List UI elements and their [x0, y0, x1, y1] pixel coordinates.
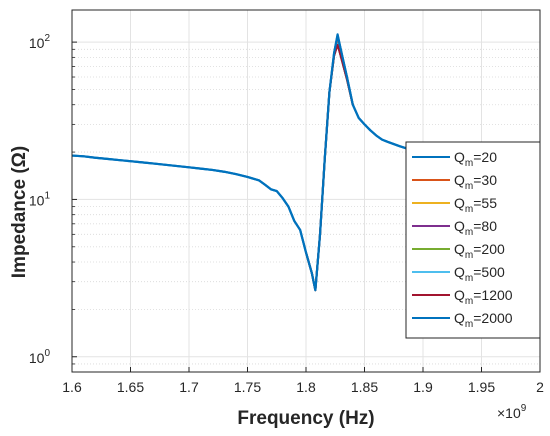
legend-entry: Qm=200	[454, 241, 505, 261]
legend-entry: Qm=30	[454, 172, 497, 192]
x-tick-label: 2	[536, 379, 544, 395]
legend-entry: Qm=1200	[454, 287, 513, 307]
x-axis-label: Frequency (Hz)	[237, 408, 374, 429]
y-tick-label: 102	[29, 33, 51, 51]
x-axis-ticks: 1.6 1.65 1.7 1.75 1.8 1.85 1.9 1.95 2	[62, 367, 544, 395]
y-tick-label: 101	[29, 190, 51, 208]
legend-entry: Qm=55	[454, 195, 497, 215]
x-tick-label: 1.7	[179, 379, 199, 395]
legend-entry: Qm=500	[454, 264, 505, 284]
x-tick-label: 1.75	[234, 379, 261, 395]
x-axis-exponent: ×109	[497, 403, 527, 421]
x-tick-label: 1.6	[62, 379, 82, 395]
legend: Qm=20 Qm=30 Qm=55 Qm=80 Qm=200 Qm=500 Qm=1200 Q…	[405, 141, 541, 339]
x-tick-label: 1.65	[117, 379, 144, 395]
x-tick-label: 1.8	[296, 379, 316, 395]
y-axis-ticks: 100 101 102	[29, 33, 77, 366]
legend-box	[405, 141, 541, 339]
legend-entry: Qm=20	[454, 149, 497, 169]
x-exponent-base: ×10	[497, 405, 521, 421]
y-tick-label: 100	[29, 348, 51, 366]
legend-entry: Qm=80	[454, 218, 497, 238]
x-tick-label: 1.95	[468, 379, 495, 395]
legend-entry: Qm=2000	[454, 310, 513, 330]
x-exponent-power: 9	[521, 403, 527, 414]
x-tick-label: 1.9	[413, 379, 433, 395]
y-axis-label: Impedance (Ω)	[9, 146, 30, 278]
x-tick-label: 1.85	[351, 379, 378, 395]
